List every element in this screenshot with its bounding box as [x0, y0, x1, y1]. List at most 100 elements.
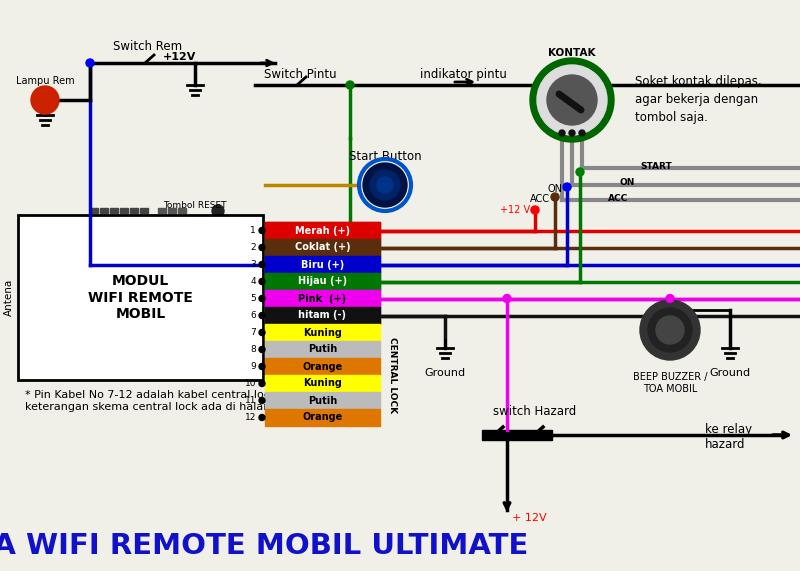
Text: Merah (+): Merah (+)	[295, 226, 350, 235]
Text: KONTAK: KONTAK	[548, 48, 596, 58]
Bar	[265, 290, 380, 307]
Circle shape	[551, 193, 559, 201]
Circle shape	[346, 81, 354, 89]
Circle shape	[576, 168, 584, 176]
Circle shape	[259, 329, 265, 336]
Bar	[265, 358, 380, 375]
Text: 3: 3	[250, 260, 256, 269]
Circle shape	[530, 58, 614, 142]
Bar	[265, 409, 380, 426]
Bar	[265, 273, 380, 290]
Text: Soket kontak dilepas,
agar bekerja dengan
tombol saja.: Soket kontak dilepas, agar bekerja denga…	[635, 75, 762, 124]
Circle shape	[531, 206, 539, 214]
Bar	[18, 215, 263, 380]
Text: Tombol RESET: Tombol RESET	[163, 201, 226, 210]
Circle shape	[363, 163, 407, 207]
Text: CENTRAL LOCK: CENTRAL LOCK	[387, 337, 397, 413]
Bar	[265, 307, 380, 324]
Circle shape	[259, 296, 265, 301]
Text: Start Button: Start Button	[349, 150, 422, 163]
Text: hitam (-): hitam (-)	[298, 311, 346, 320]
Text: Orange: Orange	[302, 361, 342, 372]
Circle shape	[86, 59, 94, 67]
Text: Coklat (+): Coklat (+)	[294, 243, 350, 252]
Circle shape	[579, 130, 585, 136]
Circle shape	[563, 183, 571, 191]
Text: 10: 10	[245, 379, 256, 388]
Circle shape	[547, 75, 597, 125]
Text: 8: 8	[250, 345, 256, 354]
Text: Pink  (+): Pink (+)	[298, 293, 346, 304]
Bar	[130, 208, 138, 213]
Text: + 12V: + 12V	[512, 513, 546, 523]
Circle shape	[259, 364, 265, 369]
Bar	[158, 208, 166, 213]
Text: Biru (+): Biru (+)	[301, 259, 344, 270]
Text: Orange: Orange	[302, 412, 342, 423]
Circle shape	[640, 300, 700, 360]
Text: Kuning: Kuning	[303, 328, 342, 337]
Bar	[120, 208, 128, 213]
Text: Ground: Ground	[710, 368, 750, 378]
Bar	[90, 208, 98, 213]
Circle shape	[259, 397, 265, 404]
Text: ON: ON	[620, 178, 635, 187]
Circle shape	[656, 316, 684, 344]
Text: Antena: Antena	[4, 279, 14, 316]
Text: Kuning: Kuning	[303, 379, 342, 388]
Circle shape	[259, 347, 265, 352]
Text: 4: 4	[250, 277, 256, 286]
Text: Lampu Rem: Lampu Rem	[16, 76, 74, 86]
Text: MODUL
WIFI REMOTE
MOBIL: MODUL WIFI REMOTE MOBIL	[88, 274, 193, 321]
Text: Putih: Putih	[308, 396, 337, 405]
Bar	[178, 208, 186, 213]
Circle shape	[503, 295, 511, 303]
Circle shape	[259, 262, 265, 267]
Bar	[265, 239, 380, 256]
Bar	[100, 208, 108, 213]
Bar	[265, 341, 380, 358]
Circle shape	[370, 170, 400, 200]
Bar	[140, 208, 148, 213]
Text: BEEP BUZZER /
TOA MOBIL: BEEP BUZZER / TOA MOBIL	[633, 372, 707, 393]
Text: 12: 12	[245, 413, 256, 422]
Text: 9: 9	[250, 362, 256, 371]
Bar	[168, 208, 176, 213]
Text: SKEMA WIFI REMOTE MOBIL ULTIMATE: SKEMA WIFI REMOTE MOBIL ULTIMATE	[0, 532, 529, 560]
Text: 11: 11	[245, 396, 256, 405]
Bar	[265, 324, 380, 341]
Circle shape	[377, 177, 393, 193]
Bar	[110, 208, 118, 213]
Text: Switch Pintu: Switch Pintu	[264, 68, 336, 81]
Bar	[482, 430, 552, 440]
Circle shape	[648, 308, 692, 352]
Circle shape	[31, 86, 59, 114]
Bar	[265, 222, 380, 324]
Circle shape	[259, 380, 265, 387]
Circle shape	[259, 312, 265, 319]
Circle shape	[559, 130, 565, 136]
Text: Switch Rem: Switch Rem	[114, 40, 182, 53]
Bar	[265, 375, 380, 392]
Text: 2: 2	[250, 243, 256, 252]
Circle shape	[259, 244, 265, 251]
Text: 1: 1	[250, 226, 256, 235]
Circle shape	[569, 130, 575, 136]
Text: 7: 7	[250, 328, 256, 337]
Circle shape	[212, 205, 224, 217]
Text: ACC: ACC	[530, 194, 550, 204]
Circle shape	[537, 65, 607, 135]
Text: switch Hazard: switch Hazard	[494, 405, 577, 418]
Bar	[265, 392, 380, 409]
Text: +12V: +12V	[163, 52, 197, 62]
Circle shape	[259, 415, 265, 420]
Text: 6: 6	[250, 311, 256, 320]
Text: START: START	[640, 162, 672, 171]
Text: +12 V: +12 V	[500, 205, 530, 215]
Circle shape	[259, 227, 265, 234]
Text: Hijau (+): Hijau (+)	[298, 276, 347, 287]
Text: 5: 5	[250, 294, 256, 303]
Circle shape	[259, 279, 265, 284]
Text: ACC: ACC	[608, 194, 628, 203]
Text: Ground: Ground	[425, 368, 466, 378]
